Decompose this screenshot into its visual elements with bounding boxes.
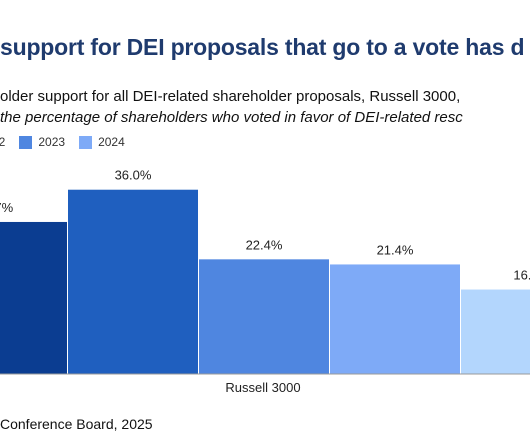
x-axis-category-label: Russell 3000: [225, 380, 300, 395]
bar-2: [68, 189, 198, 374]
bar-value-label-2: 36.0%: [115, 168, 152, 183]
legend-item-2023: 2023: [19, 135, 65, 149]
legend-label-2022: 22: [0, 135, 6, 149]
chart-note: the percentage of shareholders who voted…: [0, 109, 463, 126]
bar-4: [330, 264, 460, 374]
bar-value-label-1: .7%: [0, 200, 14, 215]
bar-3: [199, 259, 329, 374]
legend-swatch-2024: [79, 135, 93, 149]
source-note: Conference Board, 2025: [0, 416, 153, 432]
bar-value-label-5: 16.5: [513, 268, 530, 283]
chart-title: support for DEI proposals that go to a v…: [0, 34, 525, 60]
bar-1: [0, 221, 67, 374]
legend-label-2024: 2024: [98, 135, 125, 149]
legend-label-2023: 2023: [38, 135, 66, 149]
chart-subtitle: older support for all DEI-related shareh…: [0, 88, 461, 105]
legend-item-2024: 2024: [79, 135, 125, 149]
bars-group: .7% 36.0% 22.4% 21.4% 16.5: [0, 168, 530, 374]
legend-item-2022: 22: [0, 135, 5, 149]
legend: 22 2023 2024: [0, 134, 139, 150]
bar-value-label-4: 21.4%: [377, 242, 414, 257]
bar-5: [461, 289, 530, 374]
bar-value-label-3: 22.4%: [246, 237, 283, 252]
legend-swatch-2023: [19, 135, 33, 149]
